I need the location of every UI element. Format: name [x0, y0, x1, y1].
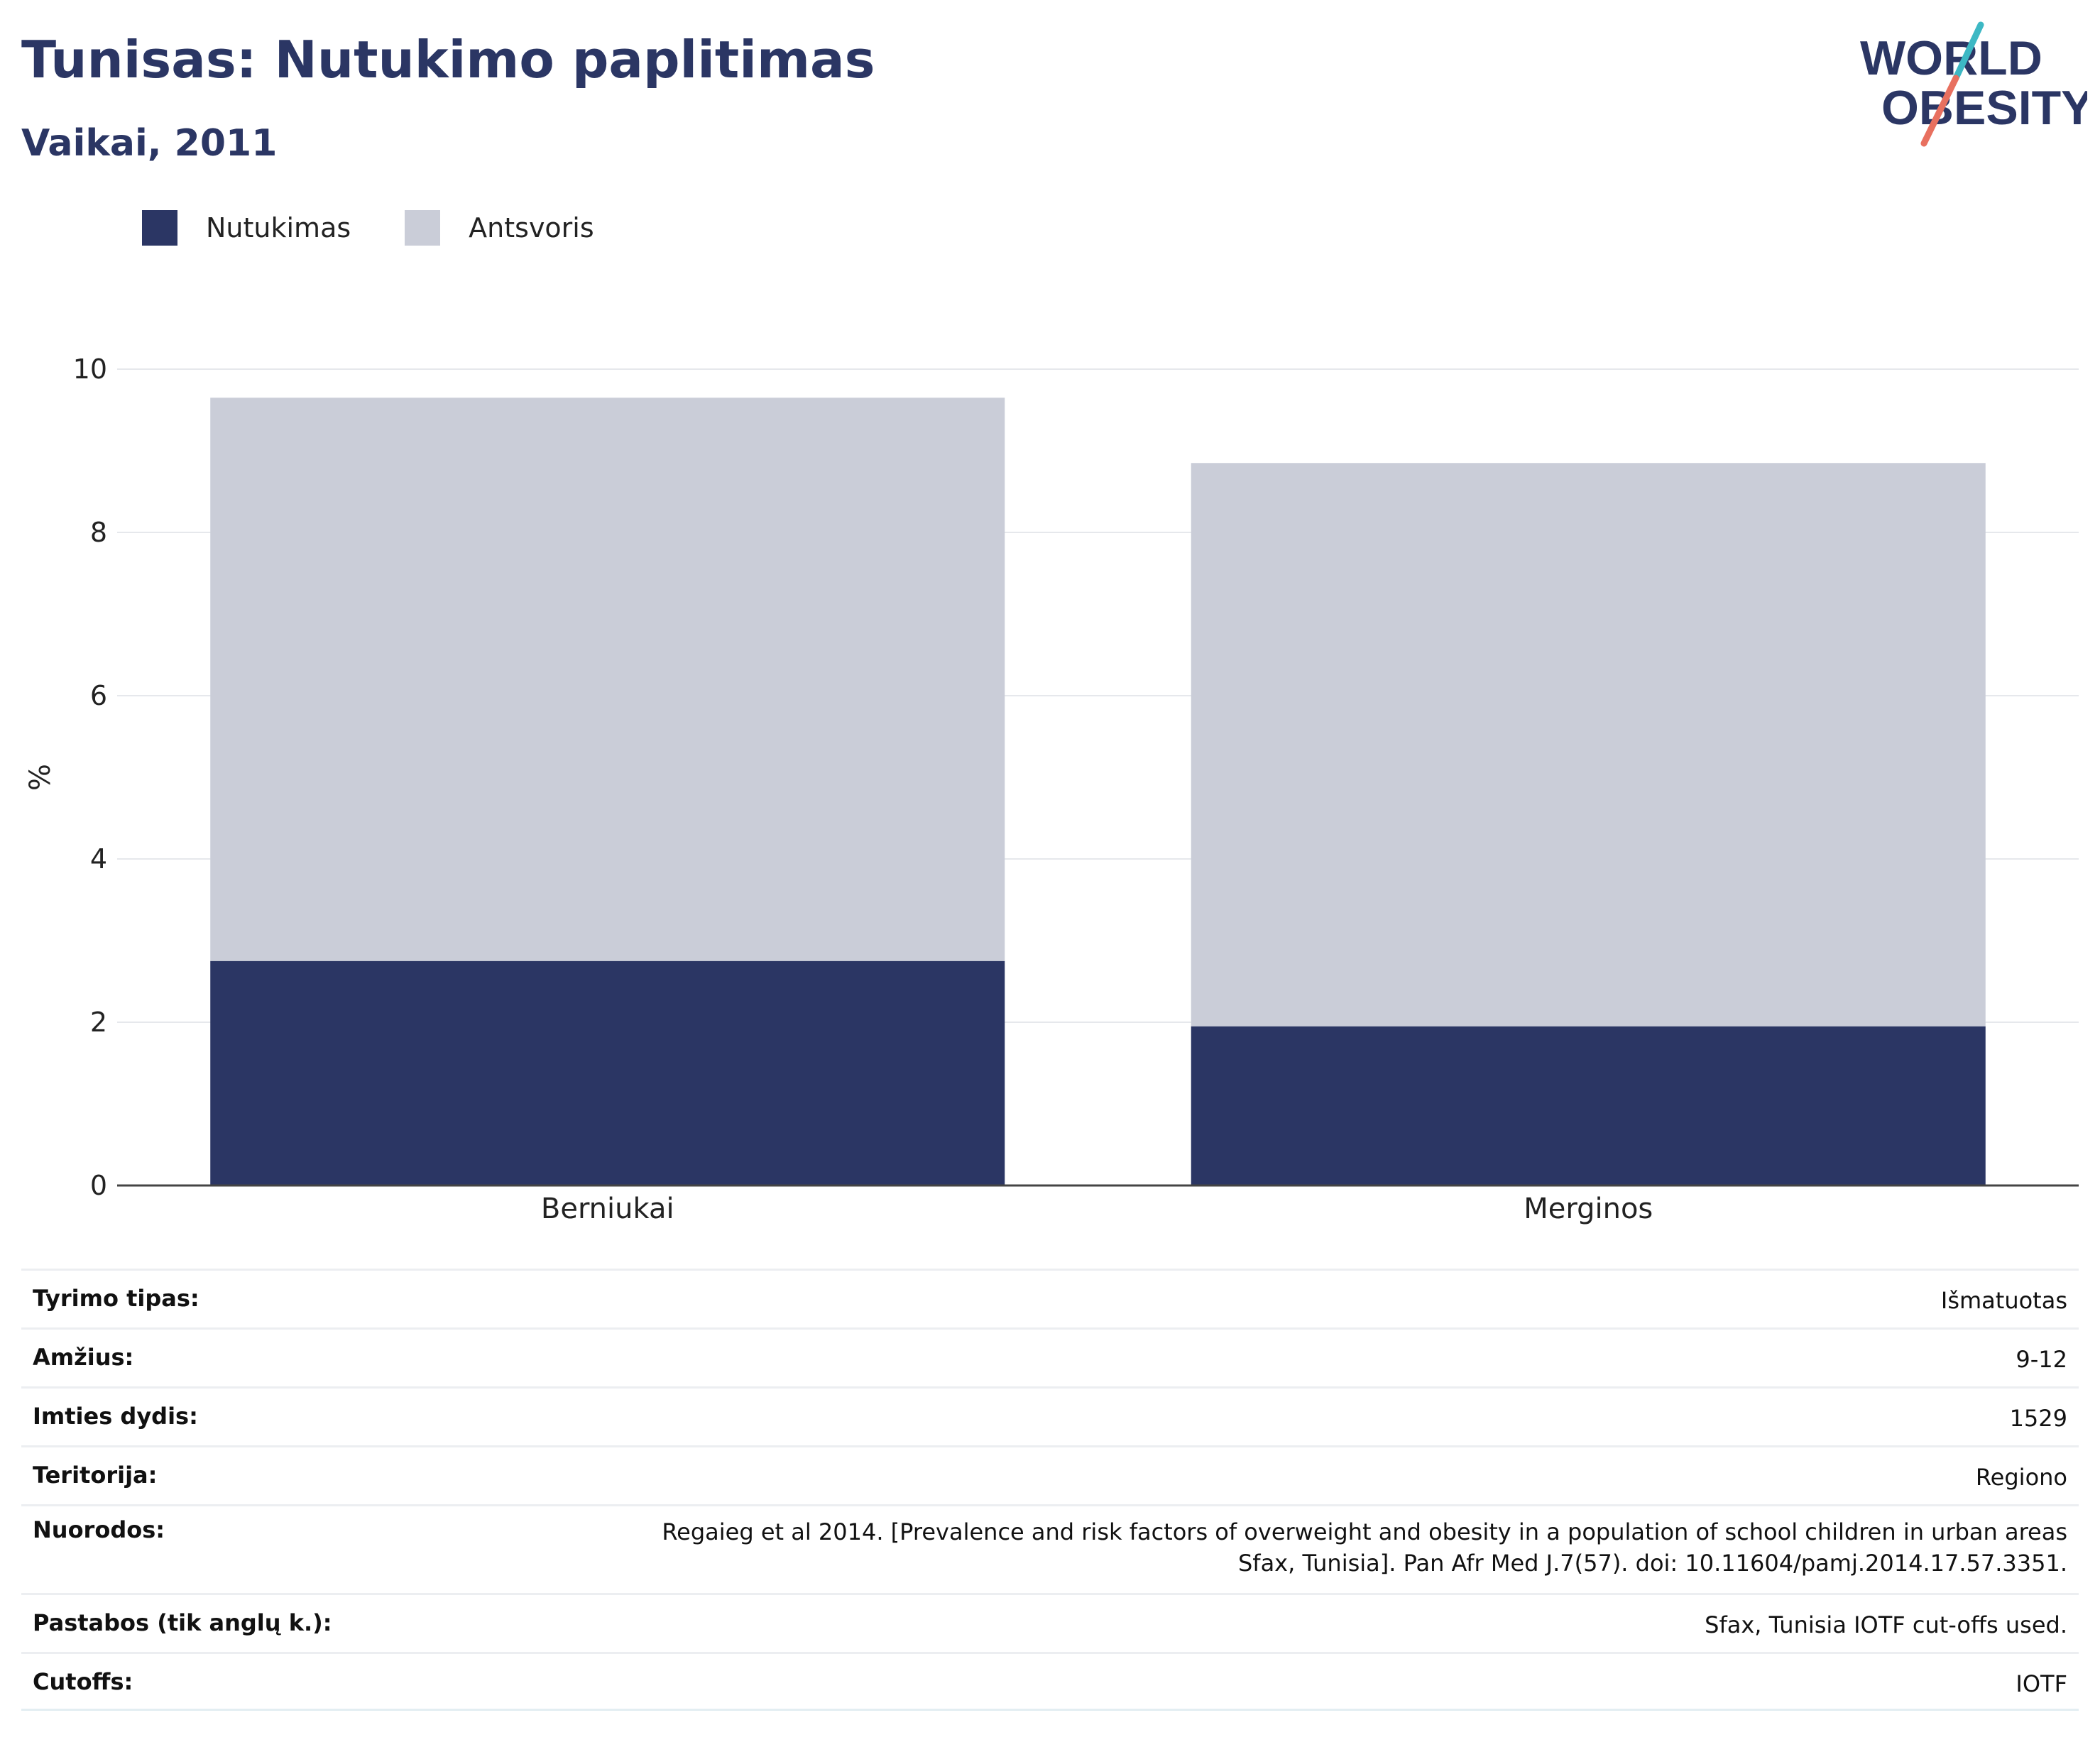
info-row: Pastabos (tik anglų k.): Sfax, Tunisia IO…: [21, 1593, 2079, 1652]
info-value: 9-12: [2016, 1346, 2067, 1373]
legend-item-overweight: Antsvoris: [405, 210, 594, 246]
info-label: Imties dydis:: [33, 1403, 198, 1430]
world-obesity-logo: WORLD OBESITY: [1860, 21, 2087, 147]
info-label: Cutoffs:: [33, 1668, 133, 1695]
info-value: 1529: [2009, 1405, 2067, 1432]
y-tick-label: 8: [90, 517, 107, 548]
x-tick-label: Merginos: [1524, 1193, 1653, 1225]
y-tick-label: 6: [90, 680, 107, 711]
page-subtitle: Vaikai, 2011: [21, 122, 278, 165]
logo-slash-teal: [1952, 21, 1984, 82]
bar-obesity-merginos: [1191, 1026, 1986, 1185]
logo-line-1: WORLD: [1860, 31, 2042, 85]
info-label: Nuorodos:: [33, 1516, 165, 1543]
logo-slash-coral: [1920, 75, 1959, 147]
y-axis-label: %: [24, 764, 57, 791]
info-label: Teritorija:: [33, 1462, 158, 1489]
info-value: Regaieg et al 2014. [Prevalence and risk…: [662, 1518, 2067, 1577]
info-value: IOTF: [2016, 1670, 2067, 1697]
bar-obesity-berniukai: [210, 960, 1005, 1185]
legend-swatch-overweight: [405, 210, 441, 246]
stacked-bar-chart: 0 2 4 6 8 10% Berniukai Merginos: [24, 354, 2079, 1225]
legend-label-overweight: Antsvoris: [469, 212, 594, 243]
y-tick-label: 4: [90, 843, 107, 875]
legend-item-obesity: Nutukimas: [142, 210, 351, 246]
info-row: Imties dydis: 1529: [21, 1386, 2079, 1445]
info-label: Tyrimo tipas:: [33, 1285, 199, 1312]
info-row: Teritorija: Regiono: [21, 1445, 2079, 1504]
y-tick-label: 0: [90, 1170, 107, 1201]
info-row: Nuorodos: Regaieg et al 2014. [Prevalence…: [21, 1504, 2079, 1593]
page-title: Tunisas: Nutukimo paplitimas: [21, 30, 875, 89]
y-tick-label: 10: [73, 354, 107, 385]
info-label: Amžius:: [33, 1344, 134, 1371]
legend-label-obesity: Nutukimas: [206, 212, 351, 243]
bar-overweight-berniukai: [210, 398, 1005, 961]
info-row: Cutoffs: IOTF: [21, 1652, 2079, 1711]
info-value: Sfax, Tunisia IOTF cut-offs used.: [1705, 1611, 2067, 1638]
chart-legend: Nutukimas Antsvoris: [142, 210, 648, 246]
legend-swatch-obesity: [142, 210, 177, 246]
bar-overweight-merginos: [1191, 463, 1986, 1026]
y-tick-label: 2: [90, 1007, 107, 1038]
info-label: Pastabos (tik anglų k.):: [33, 1609, 332, 1636]
logo-line-2: OBESITY: [1881, 81, 2087, 135]
x-tick-label: Berniukai: [541, 1193, 674, 1225]
info-row: Amžius: 9-12: [21, 1327, 2079, 1386]
info-row: Tyrimo tipas: Išmatuotas: [21, 1269, 2079, 1327]
info-value: Regiono: [1975, 1464, 2067, 1491]
info-value: Išmatuotas: [1940, 1287, 2067, 1314]
study-info-table: Tyrimo tipas: Išmatuotas Amžius: 9-12 Imties…: [21, 1269, 2079, 1711]
